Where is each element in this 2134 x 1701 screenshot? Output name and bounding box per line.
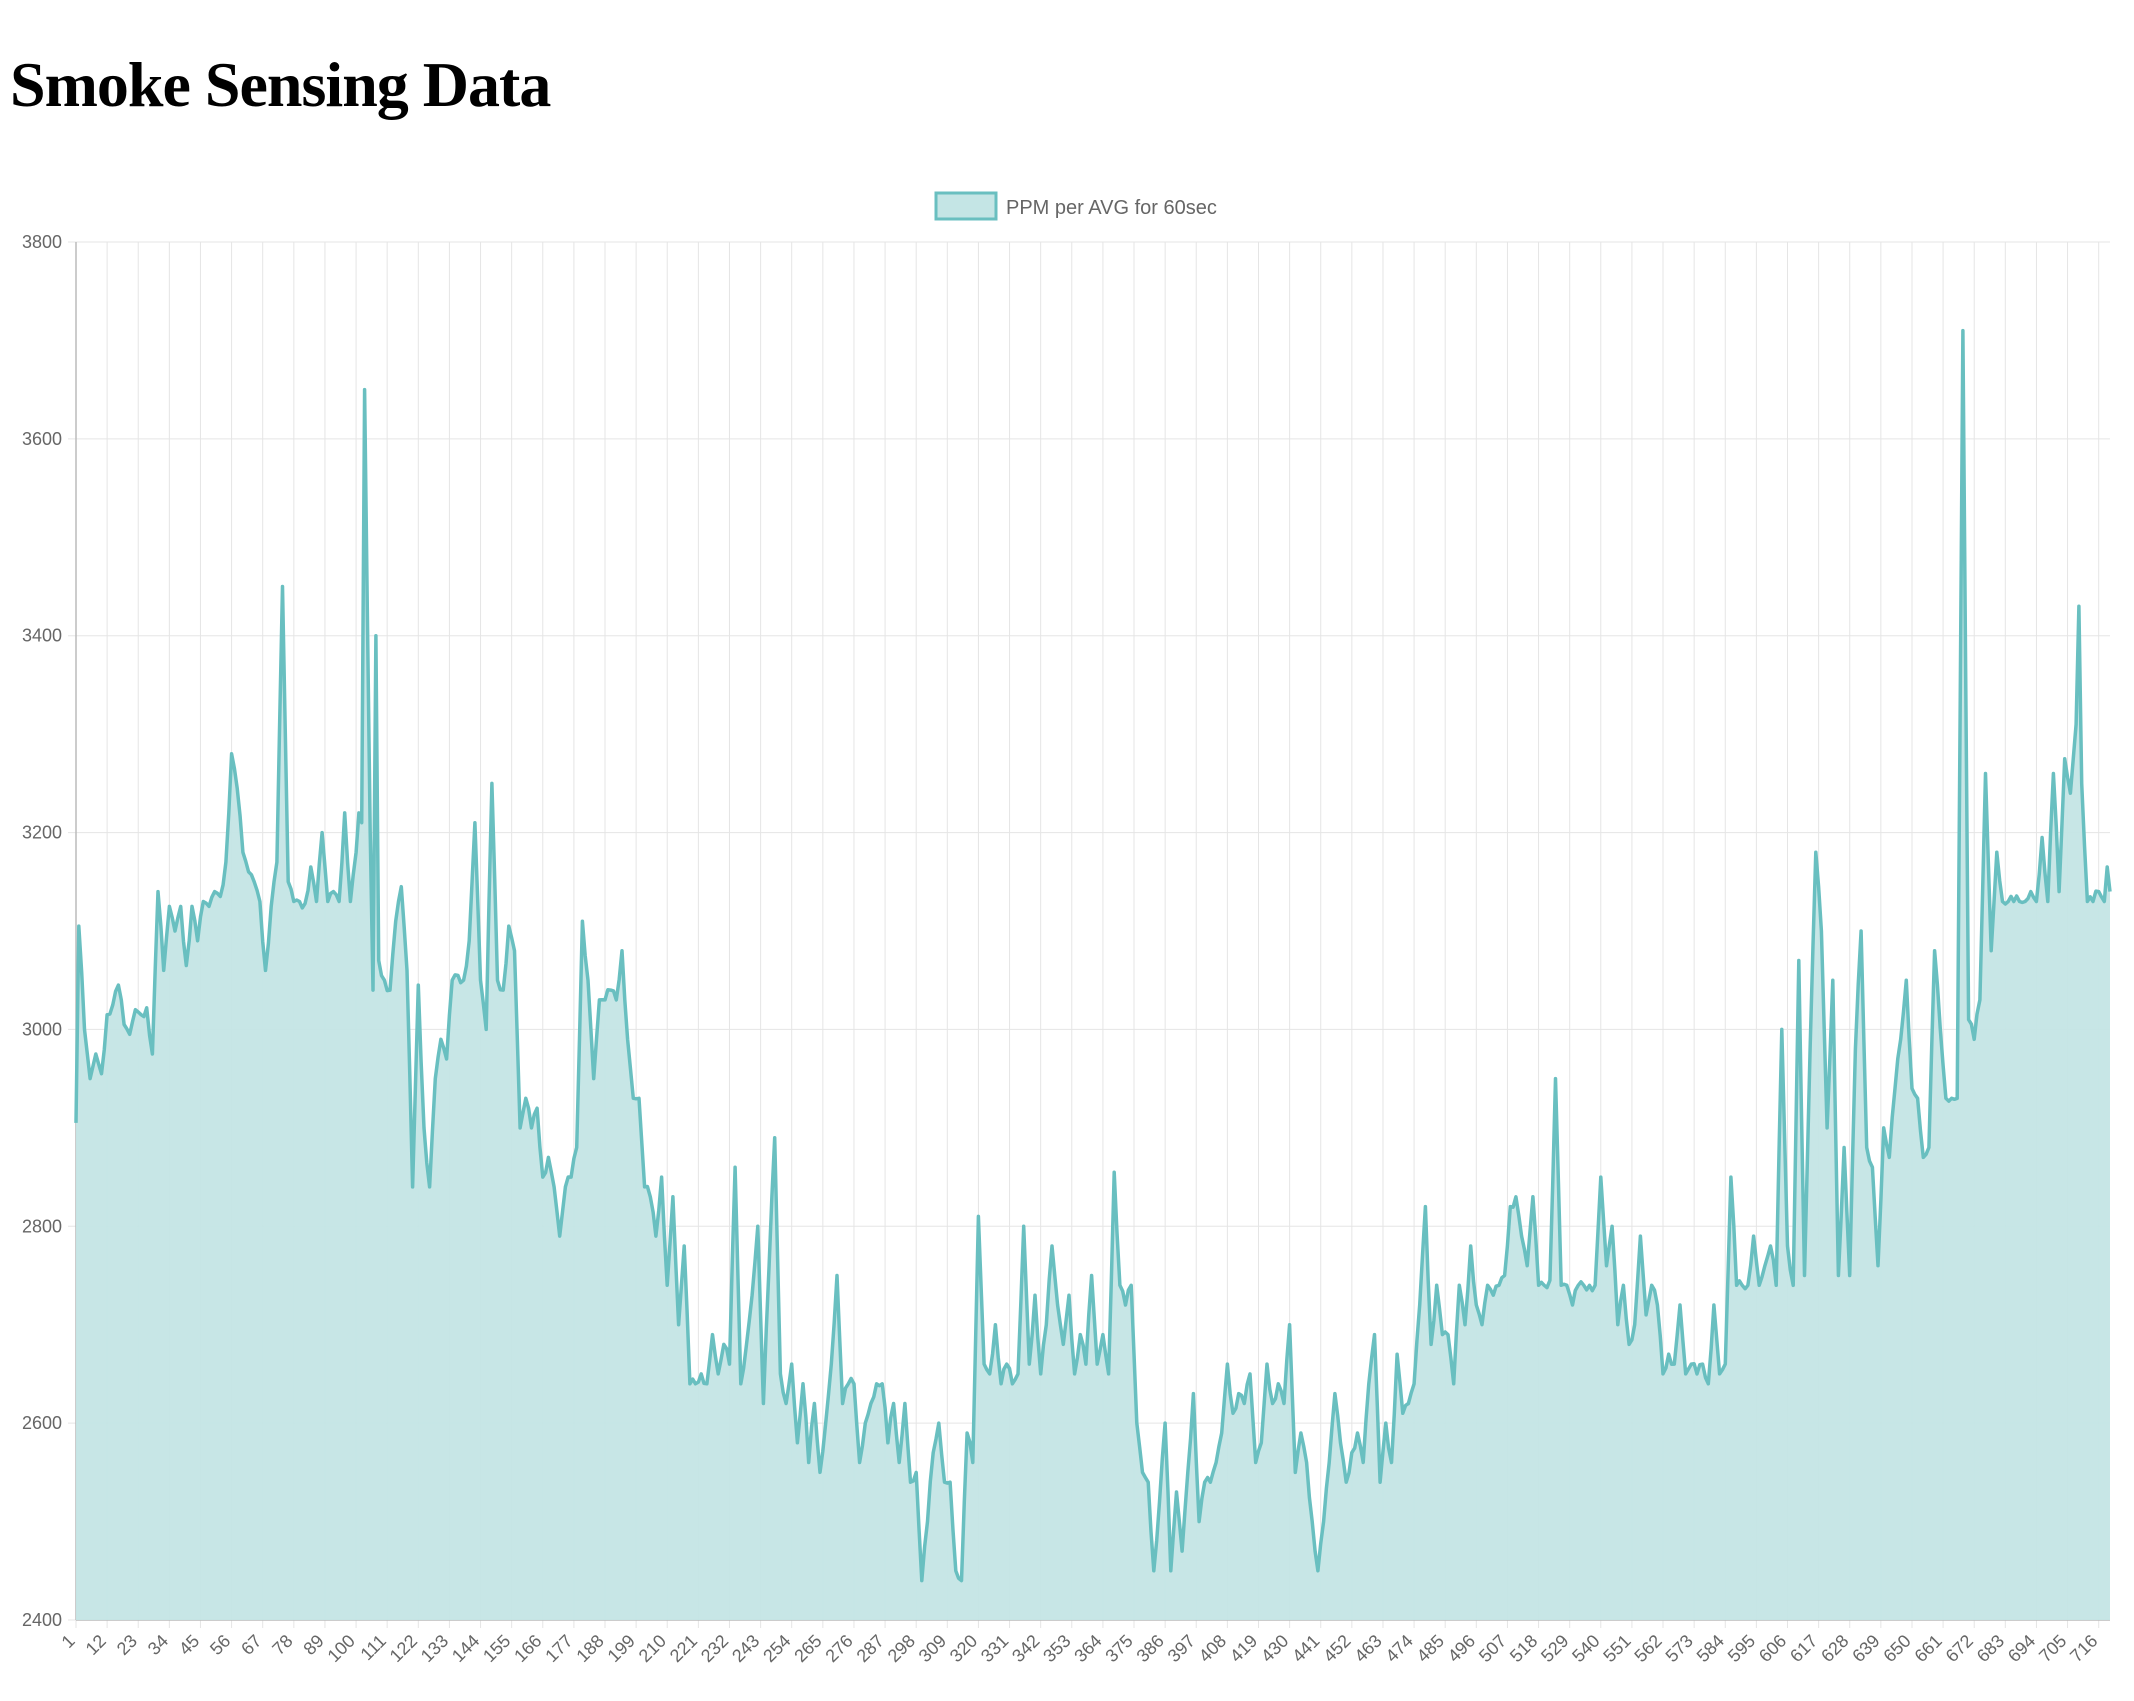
x-tick-label: 12 [82, 1631, 110, 1659]
x-tick-label: 485 [1413, 1631, 1448, 1666]
x-tick-label: 683 [1973, 1631, 2008, 1666]
x-tick-label: 430 [1257, 1631, 1292, 1666]
x-tick-label: 595 [1724, 1631, 1759, 1666]
y-tick-label: 3800 [22, 232, 62, 252]
x-tick-label: 122 [386, 1631, 421, 1666]
x-tick-label: 639 [1848, 1631, 1883, 1666]
x-tick-label: 133 [417, 1631, 452, 1666]
x-tick-label: 474 [1382, 1631, 1417, 1666]
x-tick-label: 67 [237, 1631, 265, 1659]
x-tick-label: 507 [1475, 1631, 1510, 1666]
x-tick-label: 331 [977, 1631, 1012, 1666]
y-tick-label: 2800 [22, 1216, 62, 1236]
x-tick-label: 364 [1070, 1631, 1105, 1666]
x-tick-label: 375 [1101, 1631, 1136, 1666]
x-tick-label: 353 [1039, 1631, 1074, 1666]
x-tick-label: 540 [1568, 1631, 1603, 1666]
x-tick-label: 144 [448, 1631, 483, 1666]
x-tick-label: 441 [1288, 1631, 1323, 1666]
x-tick-label: 155 [479, 1631, 514, 1666]
x-tick-label: 188 [572, 1631, 607, 1666]
x-tick-label: 650 [1879, 1631, 1914, 1666]
x-tick-label: 56 [206, 1631, 234, 1659]
x-tick-label: 254 [759, 1631, 794, 1666]
x-tick-label: 463 [1350, 1631, 1385, 1666]
y-tick-label: 3200 [22, 823, 62, 843]
legend: PPM per AVG for 60sec [934, 191, 1217, 221]
x-tick-label: 661 [1911, 1631, 1946, 1666]
x-tick-label: 23 [113, 1631, 141, 1659]
y-tick-label: 2600 [22, 1413, 62, 1433]
series-line [74, 328, 2112, 1583]
x-tick-label: 694 [2004, 1631, 2039, 1666]
x-tick-label: 309 [915, 1631, 950, 1666]
page-title: Smoke Sensing Data [10, 49, 551, 120]
x-tick-label: 276 [821, 1631, 856, 1666]
y-tick-label: 2400 [22, 1610, 62, 1630]
x-tick-label: 166 [510, 1631, 545, 1666]
x-tick-label: 584 [1693, 1631, 1728, 1666]
x-tick-label: 342 [1008, 1631, 1043, 1666]
x-tick-label: 518 [1506, 1631, 1541, 1666]
x-tick-label: 408 [1195, 1631, 1230, 1666]
x-tick-label: 232 [697, 1631, 732, 1666]
x-tick-label: 551 [1599, 1631, 1634, 1666]
x-tick-label: 89 [299, 1631, 327, 1659]
x-tick-label: 716 [2066, 1631, 2101, 1666]
x-tick-label: 177 [541, 1631, 576, 1666]
x-tick-label: 672 [1942, 1631, 1977, 1666]
x-tick-label: 452 [1319, 1631, 1354, 1666]
x-tick-label: 45 [175, 1631, 203, 1659]
y-tick-label: 3000 [22, 1019, 62, 1039]
series-area [76, 330, 2110, 1621]
x-tick-label: 320 [946, 1631, 981, 1666]
x-tick-label: 78 [268, 1631, 296, 1659]
x-tick-label: 419 [1226, 1631, 1261, 1666]
y-tick-label: 3400 [22, 626, 62, 646]
x-tick-label: 243 [728, 1631, 763, 1666]
x-tick-label: 386 [1133, 1631, 1168, 1666]
x-tick-label: 496 [1444, 1631, 1479, 1666]
x-tick-label: 100 [324, 1631, 359, 1666]
x-tick-label: 199 [604, 1631, 639, 1666]
x-tick-label: 265 [790, 1631, 825, 1666]
x-tick-label: 529 [1537, 1631, 1572, 1666]
x-tick-label: 705 [2035, 1631, 2070, 1666]
x-tick-label: 397 [1164, 1631, 1199, 1666]
x-tick-label: 34 [144, 1631, 172, 1659]
x-tick-label: 573 [1662, 1631, 1697, 1666]
x-tick-label: 298 [884, 1631, 919, 1666]
legend-label: PPM per AVG for 60sec [1006, 197, 1217, 219]
x-tick-label: 606 [1755, 1631, 1790, 1666]
x-tick-label: 562 [1630, 1631, 1665, 1666]
x-tick-label: 210 [635, 1631, 670, 1666]
x-tick-label: 287 [853, 1631, 888, 1666]
x-tick-label: 1 [58, 1631, 79, 1652]
legend-swatch [934, 191, 998, 221]
y-tick-label: 3600 [22, 429, 62, 449]
x-tick-label: 628 [1817, 1631, 1852, 1666]
x-tick-label: 617 [1786, 1631, 1821, 1666]
x-tick-label: 111 [357, 1631, 390, 1664]
x-tick-label: 221 [666, 1631, 701, 1666]
